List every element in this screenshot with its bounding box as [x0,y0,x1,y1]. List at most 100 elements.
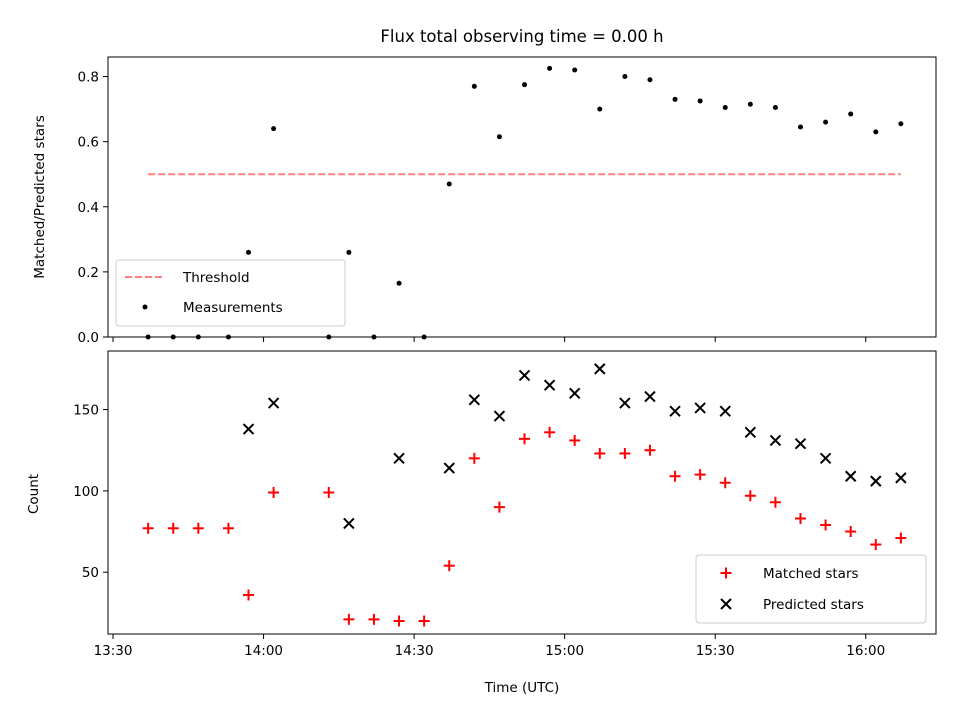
matched-stars-marker [720,567,732,579]
measurements-legend-swatch [142,304,148,310]
predicted-stars-point [594,363,606,375]
x-axis-label: Time (UTC) [484,680,560,696]
predicted-stars-point [267,397,280,409]
measurement-point [446,181,452,187]
measurement-point [697,98,703,104]
chart-title: Flux total observing time = 0.00 h [380,27,663,46]
predicted-stars-point [343,517,355,530]
matched-stars-point [820,519,832,531]
predicted-stars-point [694,402,706,414]
ratio-x-ticks [112,337,867,342]
predicted-stars-point [719,405,731,417]
predicted-stars-point [518,369,531,382]
matched-stars-point [222,522,234,534]
x-tick-label: 16:00 [846,643,885,659]
matched-stars-point [669,470,681,482]
counts-legend-box [695,554,927,624]
matched-stars-point [519,433,531,445]
measurement-point [622,74,628,80]
matched-stars-point [343,613,355,625]
predicted-stars-point [493,410,506,422]
matched-stars-point [368,613,380,625]
measurement-point [346,249,352,255]
measurements-legend-label: Measurements [183,300,283,316]
measurement-point [597,106,603,112]
counts-y-ticks: 50 100 150 [73,403,108,581]
matched-stars-point [594,447,606,459]
measurement-point [522,82,528,88]
matched-stars-point [167,522,179,534]
predicted-stars-point [619,397,631,409]
predicted-stars-point [393,452,405,465]
y-tick-label: 100 [73,484,99,500]
matched-stars-point [393,615,405,627]
counts-x-ticks: 13:30 14:00 14:30 15:00 15:30 16:00 [94,634,885,659]
matched-stars-point [468,452,480,464]
matched-stars-point [769,496,781,508]
y-tick-label: 0.8 [78,70,99,86]
measurement-point [396,280,402,286]
matched-stars-point [744,490,756,502]
matched-stars-point [694,469,706,481]
counts-legend: Matched stars Predicted stars [695,554,927,624]
predicted-stars-point [769,434,782,447]
measurement-point [496,134,502,140]
y-tick-label: 0.4 [78,200,99,216]
predicted-stars-point [844,470,857,482]
measurement-point [747,101,753,107]
measurement-point [271,126,277,132]
measurement-point [246,249,252,255]
ratio-y-ticks: 0.0 0.2 0.4 0.6 0.8 [78,70,108,346]
predicted-stars-point [669,405,681,417]
matched-stars-point [142,522,154,534]
matched-stars-point [644,444,656,456]
measurement-point [772,104,778,110]
predicted-stars-point [443,462,455,474]
measurement-point [898,121,904,127]
matched-stars-point [719,477,731,489]
measurement-point [848,111,854,117]
measurement-point [647,77,653,83]
matched-stars-point [443,560,455,572]
x-tick-label: 14:00 [244,643,283,659]
y-tick-label: 0.2 [78,265,99,281]
predicted-stars-point [744,426,757,439]
measurement-point [873,129,879,135]
y-tick-label: 150 [73,403,99,419]
matched-stars-legend-label: Matched stars [763,566,859,582]
y-tick-label: 50 [82,565,99,581]
measurement-point [471,83,477,89]
ratio-legend-box [115,259,346,327]
x-tick-label: 14:30 [395,643,434,659]
matched-stars-legend-swatch [720,567,732,579]
ratio-panel: 0.0 0.2 0.4 0.6 0.8 Threshold Measurements [78,56,937,346]
predicted-stars-point [543,379,556,391]
matched-stars-point [243,589,255,601]
counts-plot-area [142,363,907,627]
measurement-point [722,104,728,110]
matched-stars-point [493,501,505,513]
ratio-legend: Threshold Measurements [115,259,346,327]
matched-stars-point [544,426,556,438]
matched-stars-point [323,487,335,498]
predicted-stars-point [644,390,656,403]
y-tick-label: 0.0 [78,330,99,346]
matched-stars-point [795,513,807,525]
x-tick-label: 15:30 [696,643,735,659]
matched-stars-point [192,522,204,534]
measurement-point [672,96,678,102]
predicted-stars-point [242,423,255,435]
predicted-stars-marker [720,598,732,610]
ratio-axes-frame [107,56,937,338]
matched-stars-point [619,447,631,459]
x-tick-label: 15:00 [545,643,584,659]
matched-stars-point [268,487,280,498]
predicted-stars-point [794,437,807,450]
matched-stars-point [870,539,882,551]
predicted-stars-legend-label: Predicted stars [763,597,864,613]
matched-stars-point [845,526,857,538]
matched-stars-point [569,434,581,446]
measurement-point [798,124,804,130]
